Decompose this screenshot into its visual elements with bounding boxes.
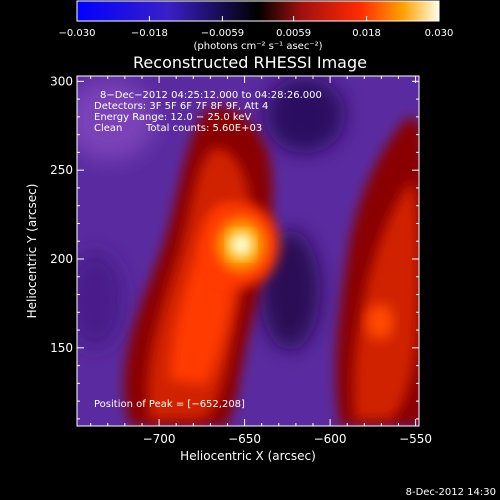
annotation-time-range: 8−Dec−2012 04:25:12.000 to 04:28:26.000 [100, 90, 322, 101]
peak-position-label: Position of Peak = [−652,208] [94, 399, 245, 410]
colorbar-units-label: (photons cm⁻² s⁻¹ asec⁻²) [193, 41, 322, 52]
annotation-detectors: Detectors: 3F 5F 6F 7F 8F 9F, Att 4 [94, 101, 268, 112]
axis-ticks: −700 −650 −600 −550 150 200 250 300 [50, 74, 432, 446]
colorbar-gradient [76, 0, 440, 22]
y-tick-label: 200 [50, 252, 73, 266]
heatmap-image [77, 76, 419, 426]
annotation-clean: Clean [94, 123, 122, 134]
x-tick-label: −650 [228, 432, 261, 446]
colorbar-tick-label: −0.018 [131, 28, 168, 39]
colorbar-tick-label: 0.0059 [276, 28, 311, 39]
y-tick-label: 250 [50, 163, 73, 177]
x-axis-label: Heliocentric X (arcsec) [180, 449, 316, 463]
colorbar: −0.030 −0.018 −0.0059 0.0059 0.018 0.030 (pho… [58, 0, 453, 52]
peak-source [203, 202, 280, 287]
colorbar-ticks: −0.030 −0.018 −0.0059 0.0059 0.018 0.030 [58, 16, 453, 39]
footer-timestamp: 8-Dec-2012 14:30 [406, 487, 496, 498]
chart-title: Reconstructed RHESSI Image [133, 53, 367, 72]
x-tick-label: −550 [399, 432, 432, 446]
y-tick-label: 300 [50, 74, 73, 88]
colorbar-tick-label: 0.018 [352, 28, 381, 39]
annotation-block: 8−Dec−2012 04:25:12.000 to 04:28:26.000 … [94, 90, 322, 410]
y-axis-label: Heliocentric Y (arcsec) [25, 184, 39, 319]
annotation-total-counts: Total counts: 5.60E+03 [145, 123, 262, 134]
plot-frame [76, 75, 420, 427]
colorbar-tick-label: −0.030 [58, 28, 95, 39]
colorbar-tick-label: 0.030 [425, 28, 454, 39]
annotation-energy-range: Energy Range: 12.0 − 25.0 keV [94, 112, 251, 123]
x-tick-label: −600 [314, 432, 347, 446]
colorbar-tick-label: −0.0059 [201, 28, 244, 39]
y-tick-label: 150 [50, 341, 73, 355]
x-tick-label: −700 [143, 432, 176, 446]
